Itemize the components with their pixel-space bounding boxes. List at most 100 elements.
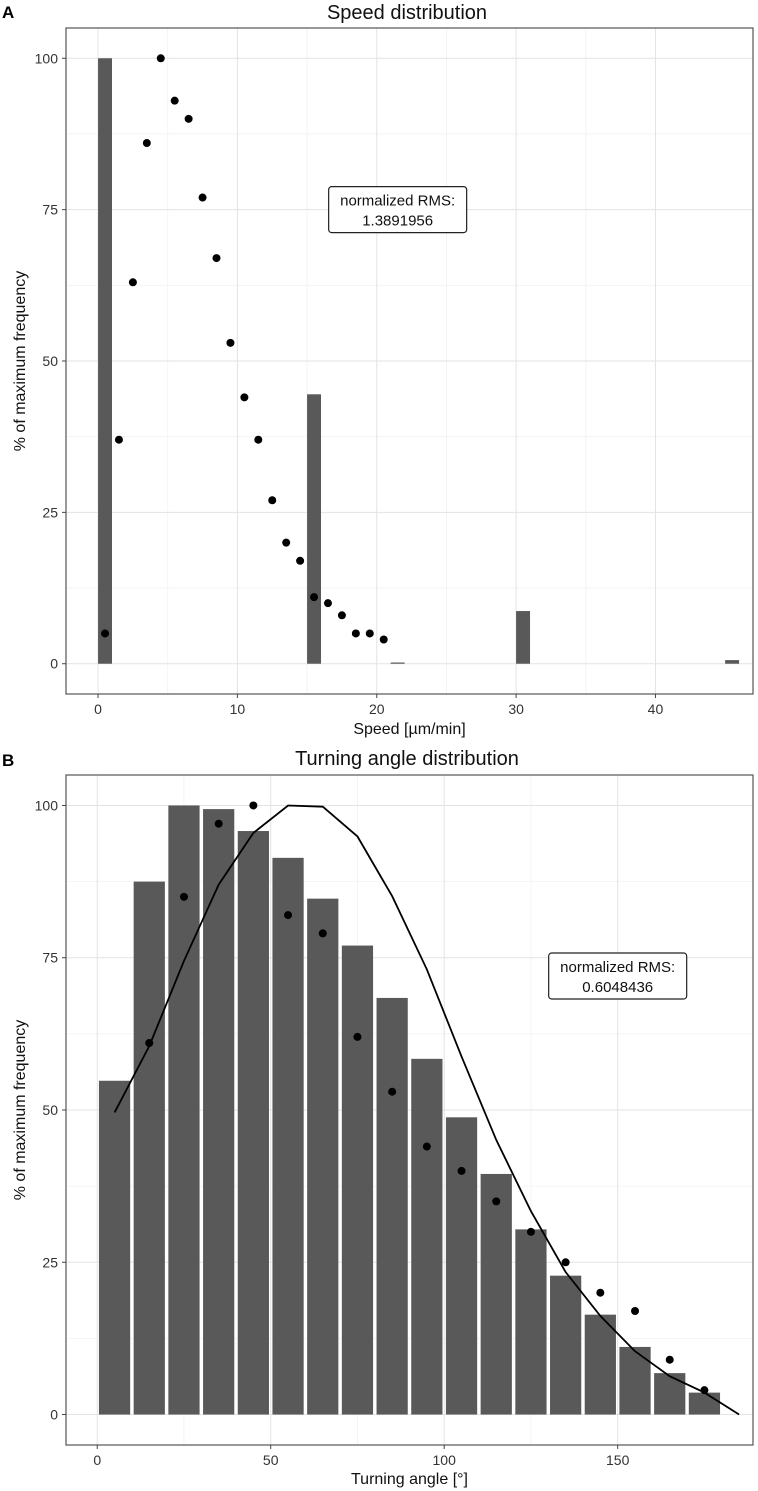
turning-x-tick-label: 0 bbox=[93, 1452, 101, 1468]
speed-point bbox=[226, 338, 235, 347]
turning-ticks: 0 25 50 75 100 0 50 100 150 bbox=[35, 797, 630, 1468]
turning-points bbox=[145, 801, 709, 1395]
turning-point bbox=[422, 1142, 431, 1151]
turning-y-tick-label: 75 bbox=[42, 950, 58, 966]
turning-bar bbox=[654, 1373, 686, 1415]
speed-point bbox=[212, 254, 221, 263]
speed-y-tick-label: 50 bbox=[42, 353, 58, 369]
turning-line-path bbox=[113, 804, 740, 1416]
turning-y-tick-label: 100 bbox=[35, 797, 59, 813]
speed-point bbox=[365, 629, 374, 638]
speed-point bbox=[184, 114, 193, 123]
turning-point bbox=[249, 801, 258, 810]
speed-point bbox=[351, 629, 360, 638]
speed-point bbox=[101, 629, 110, 638]
turning-point bbox=[145, 1039, 154, 1047]
turning-y-axis-title: % of maximum frequency bbox=[12, 1020, 29, 1201]
turning-point bbox=[457, 1166, 466, 1175]
turning-bar bbox=[619, 1346, 651, 1415]
speed-chart-title: Speed distribution bbox=[327, 2, 487, 24]
turning-model-line bbox=[113, 804, 740, 1416]
turning-point bbox=[284, 911, 293, 920]
turning-bar bbox=[272, 857, 304, 1415]
speed-point bbox=[379, 635, 388, 644]
speed-ticks: 0 25 50 75 100 0 10 20 30 40 bbox=[35, 50, 664, 717]
speed-bar bbox=[390, 662, 405, 664]
speed-rms-box bbox=[328, 186, 468, 234]
turning-bar bbox=[480, 1173, 512, 1415]
speed-point bbox=[170, 96, 179, 105]
speed-x-tick-label: 0 bbox=[94, 701, 102, 717]
speed-point bbox=[142, 139, 151, 148]
speed-point bbox=[337, 611, 346, 620]
turning-point bbox=[561, 1258, 570, 1267]
speed-point bbox=[310, 593, 319, 602]
speed-y-axis-title: % of maximum frequency bbox=[12, 271, 29, 452]
speed-point bbox=[114, 435, 123, 444]
speed-bar bbox=[516, 611, 531, 664]
speed-y-tick-label: 0 bbox=[50, 656, 58, 672]
speed-y-tick-label: 75 bbox=[42, 202, 58, 218]
speed-gridlines bbox=[66, 28, 753, 694]
speed-rms-label: normalized RMS: bbox=[340, 193, 455, 210]
turning-point bbox=[179, 892, 188, 901]
turning-rms-box bbox=[548, 952, 688, 1000]
turning-point bbox=[596, 1288, 605, 1297]
turning-point bbox=[631, 1307, 640, 1315]
speed-point bbox=[156, 54, 165, 63]
turning-bar bbox=[98, 1080, 131, 1415]
turning-bar bbox=[203, 809, 235, 1415]
turning-bar bbox=[168, 805, 200, 1415]
turning-point bbox=[665, 1355, 674, 1364]
speed-bar bbox=[98, 58, 112, 664]
turning-bars bbox=[98, 805, 721, 1415]
speed-points bbox=[101, 54, 388, 644]
panel-label-b: B bbox=[2, 751, 14, 770]
speed-x-axis-title: Speed [µm/min] bbox=[353, 721, 465, 738]
turning-x-tick-label: 150 bbox=[606, 1452, 630, 1468]
turning-x-axis-title: Turning angle [°] bbox=[351, 1471, 468, 1488]
speed-x-tick-label: 30 bbox=[508, 701, 524, 717]
speed-point bbox=[296, 556, 305, 565]
turning-point bbox=[353, 1032, 362, 1041]
speed-bar bbox=[725, 660, 740, 664]
speed-bar bbox=[307, 394, 322, 664]
turning-y-tick-label: 0 bbox=[50, 1407, 58, 1423]
turning-bar bbox=[376, 997, 408, 1415]
turning-point bbox=[214, 819, 223, 828]
speed-distribution-panel: A Speed distribution normalized RMS: 1.3… bbox=[2, 2, 754, 738]
speed-rms-value: 1.3891956 bbox=[362, 213, 433, 230]
turning-bar bbox=[307, 898, 339, 1415]
speed-point bbox=[198, 193, 207, 202]
turning-rms-annotation: normalized RMS: 0.6048436 bbox=[548, 952, 688, 1000]
speed-point bbox=[254, 435, 263, 444]
speed-y-tick-label: 100 bbox=[35, 50, 59, 66]
turning-bar bbox=[550, 1275, 582, 1415]
turning-point bbox=[700, 1386, 709, 1395]
turning-y-tick-label: 25 bbox=[42, 1254, 58, 1270]
turning-bar bbox=[584, 1314, 616, 1415]
speed-point bbox=[282, 538, 291, 547]
turning-rms-label: normalized RMS: bbox=[560, 959, 675, 976]
speed-x-tick-label: 20 bbox=[369, 701, 385, 717]
speed-point bbox=[240, 393, 249, 402]
turning-bar bbox=[341, 945, 374, 1415]
speed-rms-annotation: normalized RMS: 1.3891956 bbox=[328, 186, 468, 234]
speed-x-tick-label: 10 bbox=[230, 701, 246, 717]
turning-y-tick-label: 50 bbox=[42, 1102, 58, 1118]
turning-bar bbox=[445, 1117, 478, 1415]
turning-point bbox=[318, 929, 327, 938]
speed-point bbox=[268, 496, 277, 505]
turning-point bbox=[526, 1227, 535, 1236]
turning-bar bbox=[133, 881, 165, 1415]
turning-point bbox=[388, 1087, 397, 1096]
turning-angle-distribution-panel: B Turning angle distribution normalized … bbox=[2, 748, 754, 1488]
turning-bar bbox=[515, 1229, 547, 1415]
turning-chart-title: Turning angle distribution bbox=[295, 748, 519, 770]
turning-x-tick-label: 50 bbox=[263, 1452, 279, 1468]
speed-x-tick-label: 40 bbox=[648, 701, 664, 717]
turning-rms-value: 0.6048436 bbox=[582, 979, 653, 996]
speed-point bbox=[128, 278, 137, 287]
speed-y-tick-label: 25 bbox=[42, 504, 58, 520]
